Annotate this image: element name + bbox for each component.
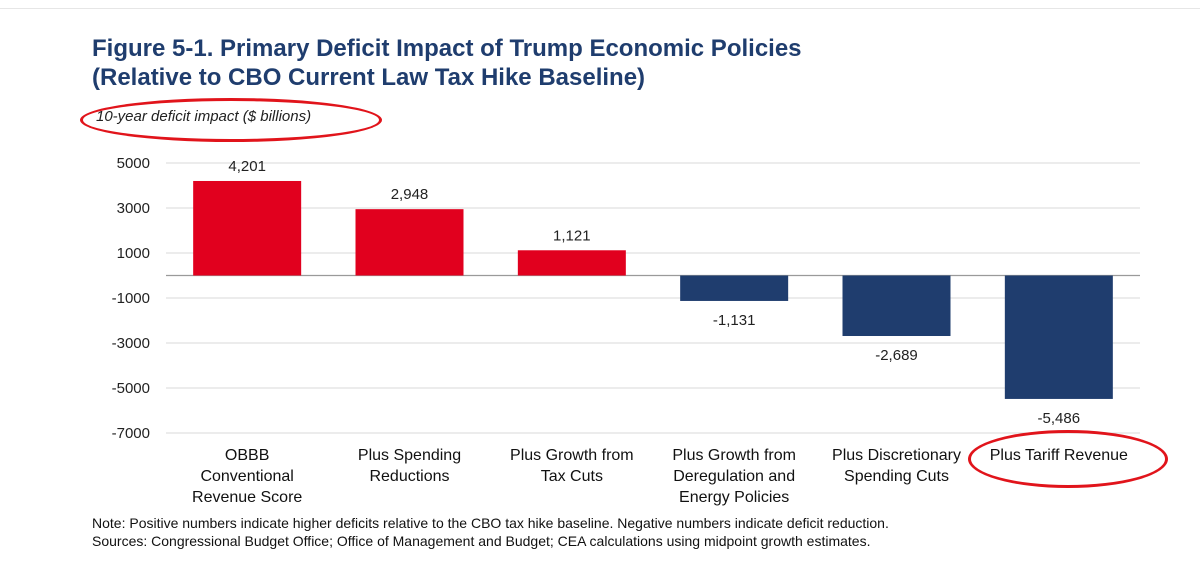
data-label: 1,121 (553, 227, 591, 244)
x-category-label: Plus Discretionary (832, 447, 961, 464)
bar (1004, 275, 1113, 399)
x-category-label: Plus Growth from (672, 447, 796, 464)
note-text: Note: Positive numbers indicate higher d… (92, 515, 889, 531)
bar (193, 180, 302, 276)
x-category-label: Plus Spending (358, 447, 461, 464)
x-category-label: Conventional (200, 468, 293, 485)
data-label: -2,689 (875, 347, 918, 364)
top-strip (0, 0, 1200, 9)
bar (680, 275, 789, 301)
y-tick-label: -7000 (112, 425, 150, 442)
y-tick-label: -1000 (112, 290, 150, 307)
y-tick-label: 5000 (117, 155, 150, 172)
bar (842, 275, 951, 337)
data-label: 2,948 (391, 186, 429, 203)
data-label: -1,131 (713, 312, 756, 329)
chart-title: Figure 5-1. Primary Deficit Impact of Tr… (92, 34, 1092, 92)
bar (355, 209, 464, 276)
x-category-label: Reductions (369, 468, 449, 485)
x-category-label: Spending Cuts (844, 468, 949, 485)
y-tick-label: 3000 (117, 200, 150, 217)
x-category-label: Plus Growth from (510, 447, 634, 464)
chart-title-line-2: (Relative to CBO Current Law Tax Hike Ba… (92, 64, 646, 91)
bar (517, 250, 626, 276)
x-category-label: Revenue Score (192, 489, 302, 506)
data-label: -5,486 (1038, 410, 1081, 427)
y-tick-label: 1000 (117, 245, 150, 262)
y-tick-label: -5000 (112, 380, 150, 397)
tariff-annotation-circle (968, 430, 1168, 488)
unit-annotation-circle (80, 98, 382, 142)
chart-notes: Note: Positive numbers indicate higher d… (92, 514, 1172, 550)
chart-title-line-1: Figure 5-1. Primary Deficit Impact of Tr… (92, 35, 802, 62)
sources-text: Sources: Congressional Budget Office; Of… (92, 533, 871, 549)
x-category-label: Energy Policies (679, 489, 789, 506)
x-category-label: Deregulation and (673, 468, 795, 485)
x-category-label: OBBB (225, 447, 269, 464)
y-tick-label: -3000 (112, 335, 150, 352)
data-label: 4,201 (228, 158, 266, 175)
x-category-label: Tax Cuts (541, 468, 603, 485)
